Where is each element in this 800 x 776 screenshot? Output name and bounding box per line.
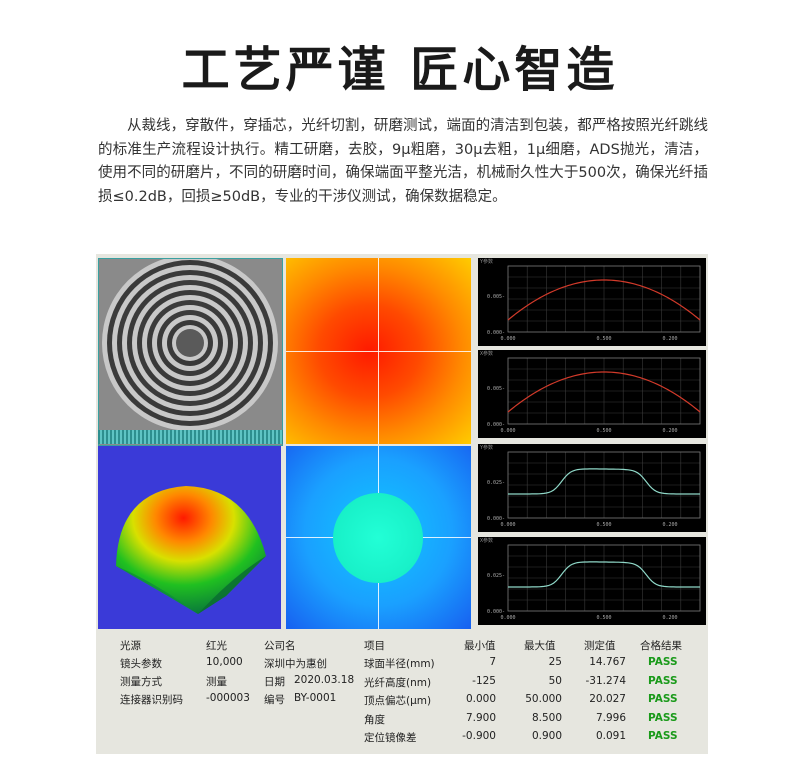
cell-item: 顶点偏芯(μm)	[364, 695, 432, 707]
description-paragraph: 从裁线，穿散件，穿插芯，光纤切割，研磨测试，端面的清洁到包装，都严格按照光纤跳线…	[98, 118, 708, 205]
cell-item: 光纤高度(nm)	[364, 676, 432, 689]
serial-label: 编号	[264, 694, 285, 706]
surface-3d-drawing	[116, 486, 266, 614]
col-header-result: 合格结果	[640, 640, 682, 652]
cell-result: PASS	[648, 730, 678, 742]
cell-min: -125	[472, 674, 496, 687]
cell-min: 7	[489, 656, 496, 668]
fringe-scale-bar	[98, 430, 283, 444]
plot-frame	[507, 451, 701, 519]
plot-frame	[507, 544, 701, 612]
cell-result: PASS	[648, 674, 678, 687]
profile-plot: 0.005- 0.000-0.000 0.500 0.200	[487, 357, 701, 434]
cell-max: 8.500	[531, 711, 562, 724]
y-tick-label: 0.025-	[487, 573, 505, 579]
profile-curve	[508, 468, 700, 495]
profile-plot: 0.025- 0.000-0.000 0.500 0.200	[487, 544, 701, 621]
cell-value: 7.996	[595, 711, 626, 724]
profile-curve	[507, 279, 701, 321]
x-tick-label: 0.500	[596, 336, 611, 342]
x-tick-label: 0.000	[500, 615, 515, 621]
fiber-core-spot	[333, 493, 423, 583]
method-label: 测量方式	[120, 676, 162, 688]
serial-value: BY-0001	[294, 692, 337, 704]
profile-plot: 0.005- 0.000-0.000 0.500 0.200	[487, 265, 701, 342]
x-tick-label: 0.000	[500, 522, 515, 528]
profile-graph-y1: Y参数 0.005- 0.000- 0.000 0.500 0.200	[478, 258, 706, 346]
cell-max: 50	[548, 674, 562, 687]
col-header-max: 最大值	[524, 640, 556, 652]
lens-label: 镜头参数	[120, 658, 162, 670]
light-source-value: 红光	[206, 640, 227, 652]
cell-value: 0.091	[595, 730, 626, 742]
cell-result: PASS	[648, 656, 678, 668]
y-tick-label: 0.000-	[487, 422, 505, 428]
graph-label: Y参数	[480, 259, 494, 265]
lens-value: 10,000	[206, 656, 243, 668]
x-tick-label: 0.200	[662, 615, 677, 621]
y-tick-label: 0.000-	[487, 516, 505, 522]
page-title: 工艺严谨 匠心智造	[181, 42, 619, 98]
x-tick-label: 0.000	[500, 428, 515, 434]
graph-label: Y参数	[480, 445, 494, 451]
profile-curve	[508, 561, 700, 588]
cell-value: 20.027	[589, 693, 626, 705]
col-header-min: 最小值	[464, 640, 496, 652]
cell-value: 14.767	[589, 656, 626, 668]
cell-max: 0.900	[531, 730, 562, 742]
profile-plot: 0.025- 0.000-0.000 0.500 0.200	[487, 451, 701, 528]
profile-graph-y2: Y参数 0.025- 0.000- 0.000 0.500 0.200	[478, 444, 706, 532]
profile-graph-x1: X参数 0.005- 0.000- 0.000 0.500 0.200	[478, 350, 706, 438]
interferometer-report: Y参数 0.005- 0.000- 0.000 0.500 0.200 X参数 0.00…	[96, 254, 708, 754]
cell-max: 25	[548, 656, 562, 668]
y-tick-label: 0.005-	[487, 386, 505, 392]
method-value: 测量	[206, 676, 227, 688]
x-tick-label: 0.500	[596, 522, 611, 528]
measurement-table: 光源 红光 镜头参数 10,000 测量方式 测量 连接器识别码 -000003…	[96, 634, 708, 754]
x-tick-label: 0.200	[662, 522, 677, 528]
fringe-rings	[102, 259, 278, 431]
height-heatmap-image	[286, 258, 471, 444]
col-header-item: 项目	[364, 640, 385, 652]
x-tick-label: 0.000	[500, 336, 515, 342]
interference-fringe-image	[98, 258, 283, 446]
surface-3d-image	[98, 446, 281, 629]
crosshair-vertical	[378, 258, 379, 444]
date-label: 日期	[264, 676, 285, 688]
x-tick-label: 0.500	[596, 428, 611, 434]
cell-min: 0.000	[465, 693, 496, 705]
company-value: 深圳中为惠创	[264, 658, 327, 670]
cell-item: 球面半径(mm)	[364, 658, 435, 670]
fiber-core-image	[286, 446, 471, 629]
x-tick-label: 0.200	[662, 428, 677, 434]
light-source-label: 光源	[120, 640, 141, 652]
cell-item: 角度	[364, 713, 385, 726]
cell-result: PASS	[648, 693, 678, 705]
date-value: 2020.03.18	[294, 674, 355, 686]
cell-value: -31.274	[585, 674, 626, 687]
x-tick-label: 0.200	[662, 336, 677, 342]
graph-label: X参数	[480, 351, 494, 357]
profile-graph-x2: X参数 0.025- 0.000- 0.000 0.500 0.200	[478, 537, 706, 625]
cell-result: PASS	[648, 711, 678, 724]
col-header-value: 测定值	[584, 640, 616, 652]
connector-label: 连接器识别码	[120, 694, 183, 706]
company-label: 公司名	[264, 640, 296, 652]
graph-label: X参数	[480, 538, 494, 544]
plot-frame	[507, 357, 701, 425]
y-tick-label: 0.025-	[487, 480, 505, 486]
y-tick-label: 0.000-	[487, 330, 505, 336]
cell-min: -0.900	[462, 730, 496, 742]
cell-item: 定位镜像差	[364, 732, 417, 744]
cell-min: 7.900	[465, 711, 496, 724]
cell-max: 50.000	[525, 693, 562, 705]
profile-curve	[507, 371, 701, 413]
x-tick-label: 0.500	[596, 615, 611, 621]
y-tick-label: 0.005-	[487, 294, 505, 300]
connector-value: -000003	[206, 692, 250, 704]
plot-frame	[507, 265, 701, 333]
y-tick-label: 0.000-	[487, 609, 505, 615]
